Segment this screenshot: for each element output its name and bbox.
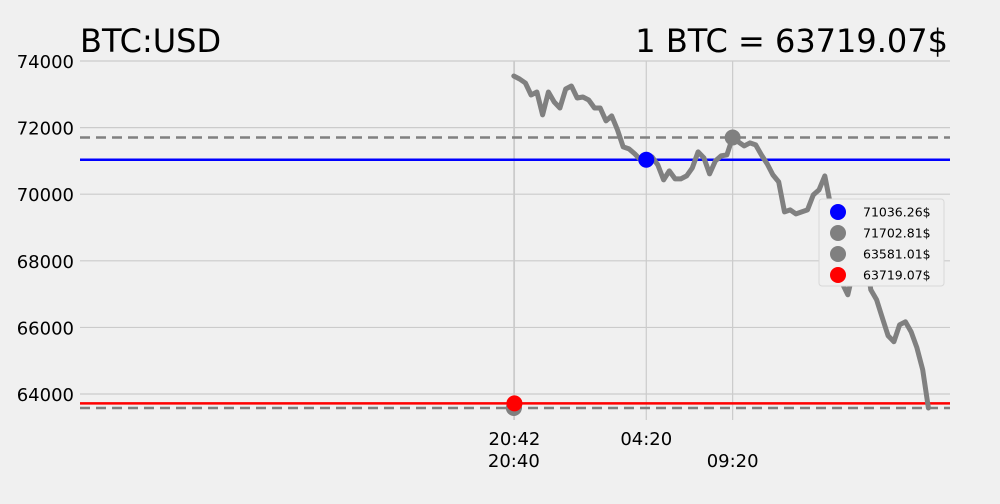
x-tick-label: 09:20 [707,451,759,472]
y-axis: 64000 66000 68000 70000 72000 74000 [17,52,74,406]
legend-box [818,198,945,287]
grid [80,60,950,420]
y-tick-label: 70000 [17,185,74,206]
legend-label: 71036.26$ [863,205,931,220]
legend-label: 63581.01$ [863,247,931,262]
legend-marker [830,225,846,241]
y-tick-label: 64000 [17,385,74,406]
marker-dot [724,129,741,146]
y-tick-label: 72000 [17,119,74,140]
x-tick-label: 20:40 [488,451,540,472]
marker-dot [638,151,655,168]
marker-dot [506,395,523,412]
legend-marker [830,246,846,262]
y-tick-label: 66000 [17,318,74,339]
legend: 71036.26$ 71702.81$ 63581.01$ 63719.07$ [818,198,945,287]
legend-marker [830,267,846,283]
legend-label: 63719.07$ [863,268,931,283]
x-tick-label: 20:42 [488,429,540,450]
legend-label: 71702.81$ [863,226,931,241]
legend-marker [830,204,846,220]
chart-title-right: 1 BTC = 63719.07$ [635,22,948,60]
y-tick-label: 74000 [17,52,74,73]
y-tick-label: 68000 [17,252,74,273]
chart-title-left: BTC:USD [80,22,221,60]
marker-points [505,129,741,416]
x-tick-label: 04:20 [620,429,672,450]
